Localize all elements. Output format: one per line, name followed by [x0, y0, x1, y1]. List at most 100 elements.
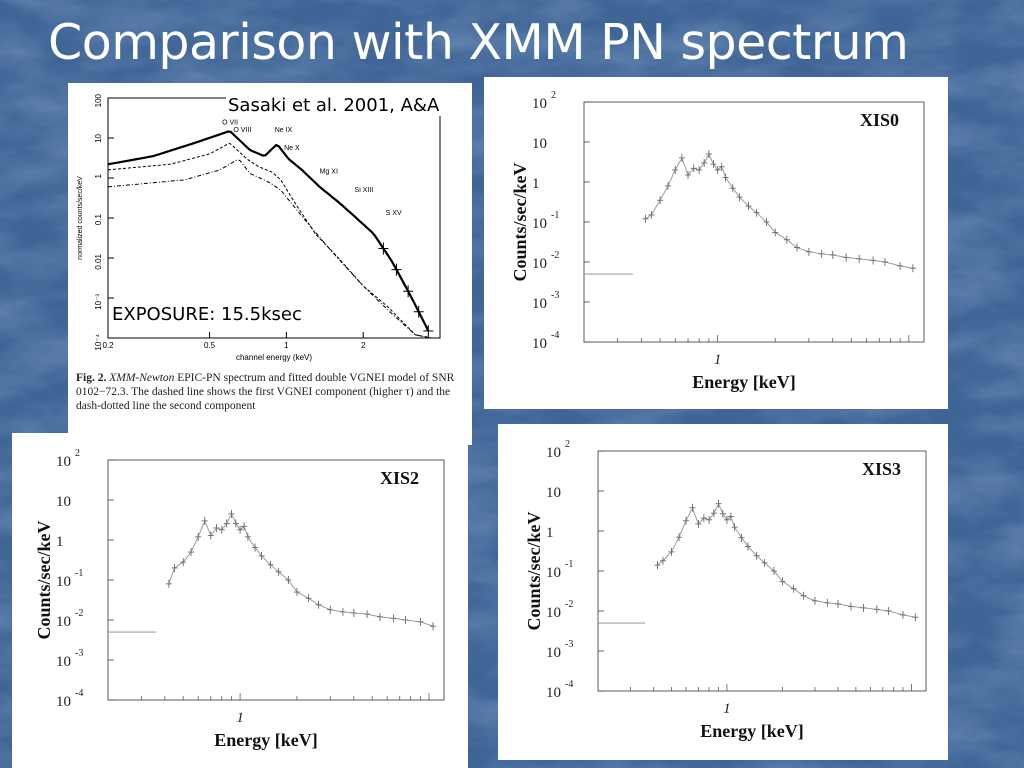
xis3-ytick-exponent: -4 — [565, 679, 573, 690]
xis0-ytick-exponent: -4 — [551, 330, 559, 341]
xis2-ytick-exponent: -3 — [75, 648, 83, 659]
caption-fig-label: Fig. 2. — [76, 372, 107, 384]
xis0-title: XIS0 — [860, 110, 899, 130]
xis0-ytick-label: 10 — [532, 296, 547, 312]
xis2-ytick-label: 10 — [56, 694, 71, 710]
xmm-ytick-label: 100 — [94, 93, 103, 107]
xmm-pn-figure: 100 10 1 0.1 0.01 10⁻³ 10⁻⁴ 0.2 0.5 1 2 channel ene… — [68, 83, 472, 445]
xmm-ytick-label: 10⁻³ — [94, 294, 103, 310]
xis0-ytick-label: 1 — [532, 176, 540, 192]
xmm-xlabel: channel energy (keV) — [236, 353, 312, 362]
xmm-ytick-label: 10⁻⁴ — [94, 333, 103, 350]
xis3-xlabel: Energy [keV] — [700, 721, 803, 741]
xmm-line-label: S XV — [386, 210, 402, 217]
xis3-chart: 10 2 10 1 10 -1 10 -2 10 -3 10 -4 1 Energy [keV] XIS3 C… — [524, 439, 927, 741]
xis2-ytick-label: 10 — [56, 574, 71, 590]
xis2-ylabel: Counts/sec/keV — [34, 520, 54, 639]
xis3-xtick-label: 1 — [723, 701, 731, 717]
xis3-ytick-label: 10 — [546, 445, 561, 461]
xmm-line-label: Ne IX — [275, 127, 293, 134]
citation-label: Sasaki et al. 2001, A&A — [226, 95, 442, 116]
xis0-data-point — [685, 170, 692, 179]
xis2-xlabel: Energy [keV] — [214, 730, 317, 750]
xis2-xtick-label: 1 — [236, 710, 244, 726]
xmm-line-label: Si XIII — [355, 187, 374, 194]
xis3-title: XIS3 — [862, 459, 901, 479]
xis2-ytick-exponent: -4 — [75, 688, 83, 699]
xis3-ytick-label: 10 — [546, 485, 561, 501]
xis3-ytick-exponent: 2 — [565, 439, 570, 450]
xis0-data-point — [718, 162, 725, 171]
xis2-ytick-exponent: -1 — [75, 568, 83, 579]
xmm-line-label: O VII — [222, 119, 238, 126]
xmm-series-2 — [107, 142, 432, 339]
xis2-ytick-exponent: -2 — [75, 608, 83, 619]
xis3-ytick-label: 10 — [546, 645, 561, 661]
xmm-xtick-label: 1 — [284, 341, 289, 350]
caption-text: EPIC-PN spectrum and fitted double VGNEI… — [76, 372, 455, 412]
xis0-ytick-label: 10 — [532, 216, 547, 232]
exposure-label: EXPOSURE: 15.5ksec — [110, 304, 304, 325]
xmm-error-cross — [391, 263, 402, 276]
xis3-ytick-exponent: -2 — [565, 599, 573, 610]
xis3-frame — [597, 450, 927, 692]
figure-caption: Fig. 2. XMM-Newton EPIC-PN spectrum and … — [76, 371, 456, 413]
xmm-error-cross — [403, 285, 414, 298]
xmm-ytick-label: 1 — [94, 173, 103, 178]
xmm-error-cross — [423, 324, 434, 337]
xis2-ytick-exponent: 2 — [75, 448, 80, 459]
xis0-ytick-exponent: 2 — [551, 90, 556, 101]
xis3-ylabel: Counts/sec/keV — [524, 511, 544, 630]
xis2-ytick-label: 10 — [56, 614, 71, 630]
xis3-data-point — [689, 503, 696, 512]
xmm-ylabel: normalized counts/sec/keV — [77, 176, 84, 260]
xmm-xtick-label: 0.5 — [204, 341, 216, 350]
xmm-error-cross — [378, 242, 389, 255]
xis3-ytick-label: 10 — [546, 685, 561, 701]
xis2-data-point — [171, 563, 178, 572]
xis3-ytick-label: 1 — [546, 525, 554, 541]
xis0-ytick-label: 10 — [532, 256, 547, 272]
xmm-line-label: O VIII — [233, 127, 251, 134]
xis2-data-point — [241, 522, 248, 531]
xis0-frame — [583, 101, 925, 343]
xis0-data-point — [678, 153, 685, 162]
xmm-ytick-label: 10 — [94, 133, 103, 142]
xis3-data-curve — [657, 503, 916, 618]
xis2-ytick-label: 10 — [56, 454, 71, 470]
xmm-ytick-label: 0.01 — [94, 253, 103, 269]
xmm-line-label: Mg XI — [320, 168, 338, 175]
xis0-ylabel: Counts/sec/keV — [510, 162, 530, 281]
xis0-figure: 10 2 10 1 10 -1 10 -2 10 -3 10 -4 1 Energy [keV] XIS0 C… — [484, 77, 948, 409]
xis2-ytick-label: 10 — [56, 494, 71, 510]
xis0-data-curve — [645, 153, 913, 269]
xis3-ytick-label: 10 — [546, 605, 561, 621]
xis0-ytick-exponent: -3 — [551, 290, 559, 301]
xmm-ytick-label: 0.1 — [94, 213, 103, 225]
xmm-series-3 — [107, 159, 432, 339]
xis2-title: XIS2 — [380, 468, 419, 488]
xis2-data-point — [207, 531, 214, 540]
xis0-ytick-exponent: -2 — [551, 250, 559, 261]
xis0-xtick-label: 1 — [714, 352, 722, 368]
xis0-chart: 10 2 10 1 10 -1 10 -2 10 -3 10 -4 1 Energy [keV] XIS0 C… — [510, 90, 925, 392]
xis3-figure: 10 2 10 1 10 -1 10 -2 10 -3 10 -4 1 Energy [keV] XIS3 C… — [498, 424, 948, 760]
xmm-pn-chart: 100 10 1 0.1 0.01 10⁻³ 10⁻⁴ 0.2 0.5 1 2 channel ene… — [77, 93, 441, 362]
xis2-ytick-label: 10 — [56, 654, 71, 670]
xis0-xlabel: Energy [keV] — [692, 372, 795, 392]
xmm-xtick-label: 2 — [361, 341, 366, 350]
xis0-ytick-label: 10 — [532, 336, 547, 352]
xis3-ytick-exponent: -3 — [565, 639, 573, 650]
xis0-ytick-label: 10 — [532, 136, 547, 152]
xmm-line-label: Ne X — [284, 145, 300, 152]
xis2-figure: 10 2 10 1 10 -1 10 -2 10 -3 10 -4 1 Energy [keV] XIS2 C… — [12, 433, 468, 768]
xis0-ytick-exponent: -1 — [551, 210, 559, 221]
xis2-data-curve — [168, 513, 434, 627]
xis2-data-point — [201, 516, 208, 525]
xis3-data-point — [695, 519, 702, 528]
xis3-data-point — [727, 512, 734, 521]
xis2-data-point — [430, 622, 437, 631]
xis3-ytick-label: 10 — [546, 565, 561, 581]
caption-mission: XMM-Newton — [109, 372, 175, 384]
xmm-xtick-label: 0.2 — [102, 341, 114, 350]
